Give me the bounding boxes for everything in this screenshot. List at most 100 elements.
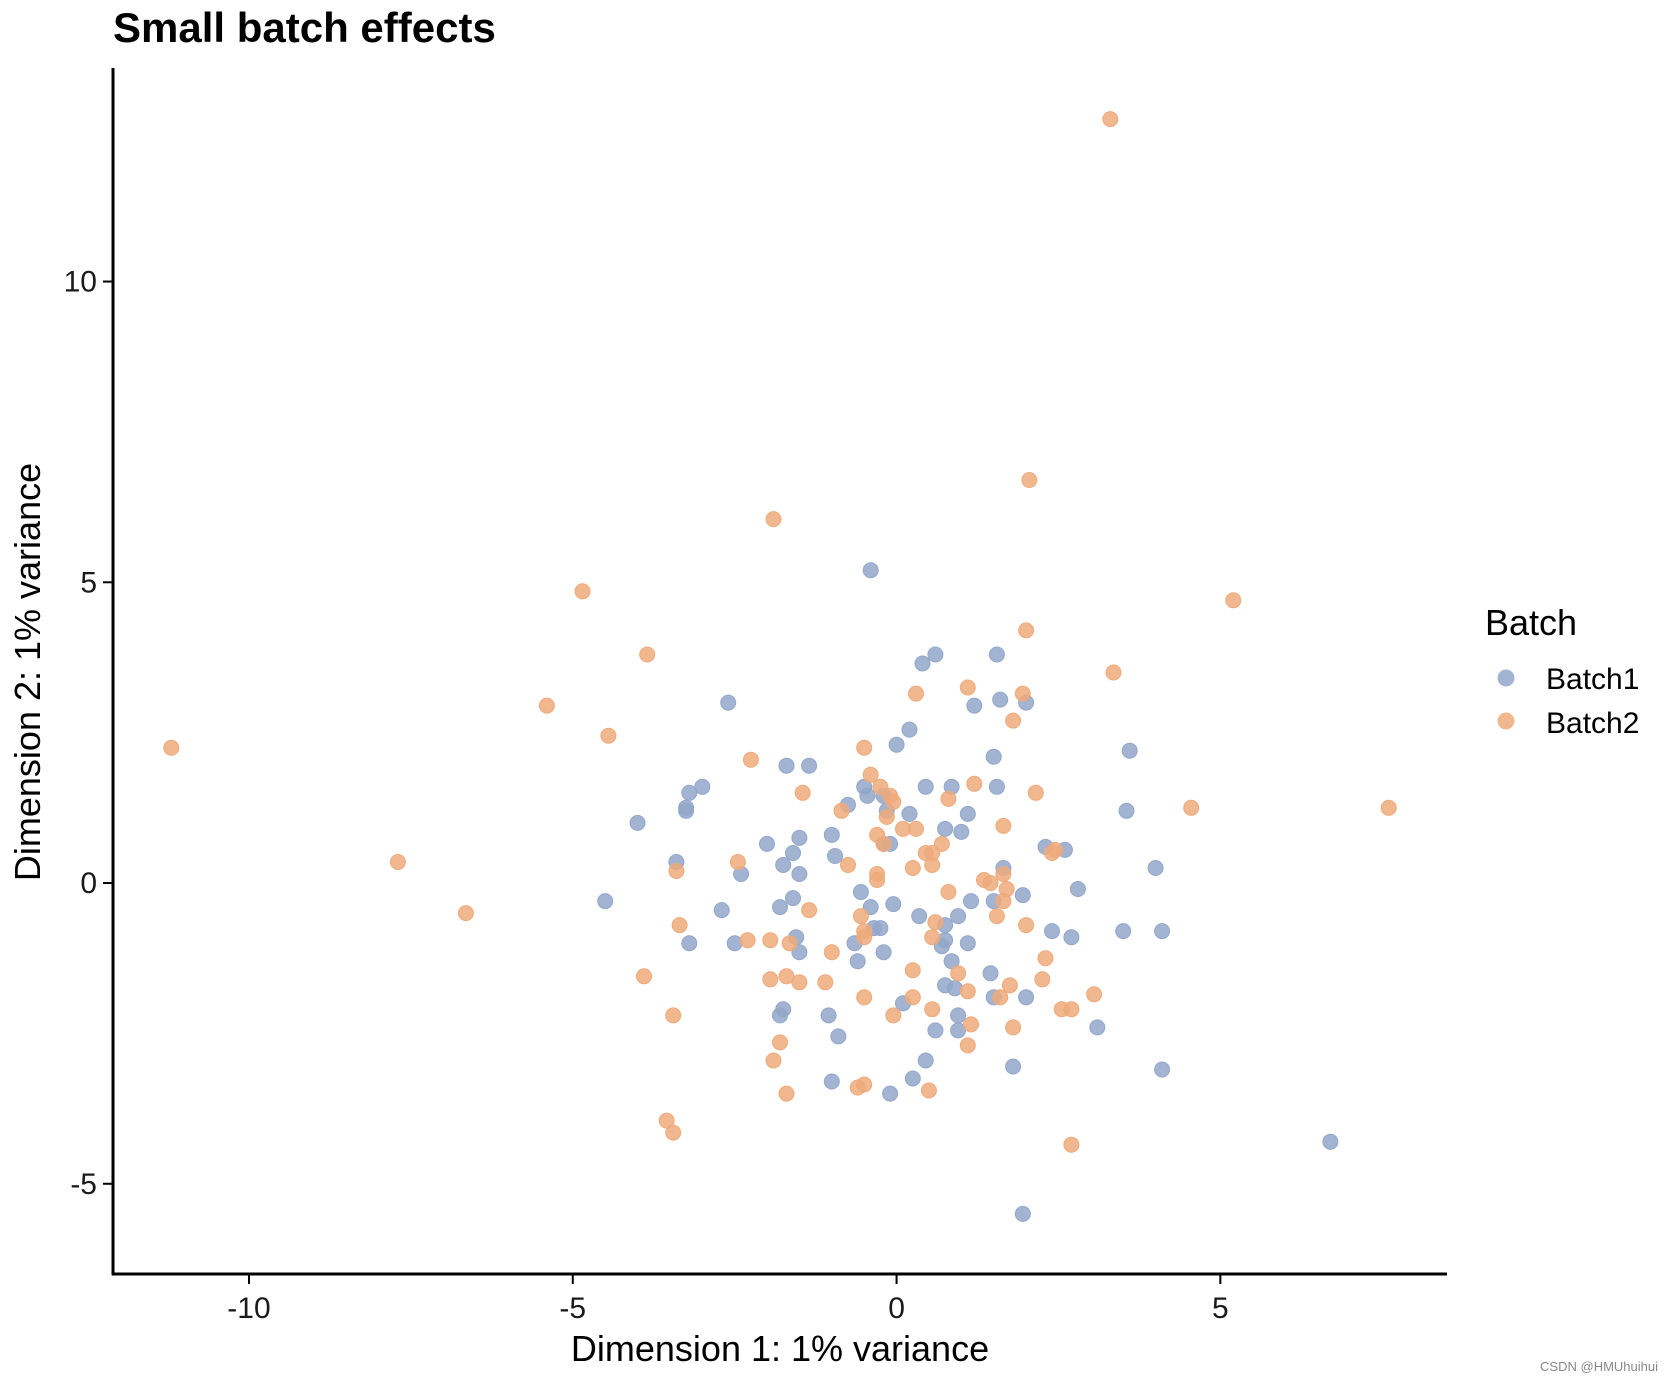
point-batch2-42 bbox=[904, 860, 921, 876]
point-batch2-76 bbox=[1001, 977, 1018, 994]
point-batch2-90 bbox=[959, 1037, 976, 1054]
point-batch1-36 bbox=[946, 980, 963, 997]
point-batch1-14 bbox=[778, 757, 795, 774]
point-batch1-58 bbox=[1089, 1019, 1106, 1036]
point-batch1-49 bbox=[1014, 887, 1031, 904]
legend-title: Batch bbox=[1485, 602, 1577, 643]
point-batch1-16 bbox=[791, 829, 808, 846]
point-batch2-57 bbox=[988, 908, 1005, 925]
legend: Batch Batch1 Batch2 bbox=[1485, 602, 1639, 740]
point-batch1-43 bbox=[959, 935, 976, 952]
point-batch2-29 bbox=[995, 817, 1012, 834]
point-batch2-39 bbox=[389, 854, 406, 870]
legend-label-batch1: Batch1 bbox=[1546, 663, 1639, 696]
point-batch2-84 bbox=[665, 1007, 682, 1024]
point-batch1-54 bbox=[1063, 929, 1080, 946]
point-batch2-64 bbox=[781, 935, 798, 952]
point-batch2-97 bbox=[665, 1124, 682, 1141]
point-batch1-3 bbox=[681, 784, 698, 801]
point-batch2-62 bbox=[739, 932, 756, 949]
point-batch1-86 bbox=[823, 826, 840, 843]
point-batch1-87 bbox=[827, 848, 843, 864]
point-batch1-63 bbox=[1154, 923, 1171, 940]
x-axis-ticks: -10 -5 0 5 bbox=[227, 1274, 1229, 1325]
point-batch2-12 bbox=[1005, 712, 1022, 729]
point-batch1-26 bbox=[820, 1007, 837, 1024]
x-axis-title: Dimension 1: 1% variance bbox=[571, 1328, 989, 1369]
point-batch1-52 bbox=[1014, 1205, 1031, 1222]
point-batch1-68 bbox=[937, 820, 954, 837]
point-batch2-7 bbox=[1105, 664, 1122, 681]
point-batch2-33 bbox=[875, 835, 892, 852]
point-batch2-93 bbox=[856, 1076, 873, 1093]
point-batch2-13 bbox=[600, 727, 617, 744]
point-batch2-6 bbox=[639, 646, 656, 663]
point-batch1-67 bbox=[959, 805, 976, 822]
point-batch2-44 bbox=[668, 863, 685, 879]
point-batch1-96 bbox=[849, 953, 866, 970]
point-batch1-97 bbox=[875, 944, 892, 961]
point-batch1-75 bbox=[966, 697, 983, 714]
point-batch1-64 bbox=[1154, 1061, 1171, 1078]
legend-marker-batch1 bbox=[1497, 669, 1515, 687]
point-batch2-10 bbox=[1014, 685, 1031, 702]
watermark: CSDN @HMUhuihui bbox=[1540, 1359, 1658, 1374]
point-batch1-30 bbox=[904, 1070, 921, 1087]
point-batch2-31 bbox=[908, 820, 924, 837]
point-batch1-59 bbox=[1115, 923, 1132, 940]
point-batch2-19 bbox=[1027, 784, 1044, 801]
point-batch2-24 bbox=[940, 790, 957, 807]
point-batch1-41 bbox=[911, 908, 928, 925]
point-batch2-63 bbox=[762, 932, 779, 949]
point-batch1-44 bbox=[963, 893, 979, 910]
point-batch1-10 bbox=[713, 902, 730, 919]
point-batch2-83 bbox=[885, 1007, 902, 1024]
point-batch1-78 bbox=[914, 655, 931, 672]
point-batch2-89 bbox=[772, 1034, 788, 1051]
point-batch2-28 bbox=[1183, 799, 1200, 816]
point-batch1-61 bbox=[1121, 742, 1138, 759]
chart-title: Small batch effects bbox=[113, 4, 496, 51]
point-batch2-23 bbox=[885, 793, 902, 810]
point-batch2-1 bbox=[1021, 472, 1038, 488]
point-batch2-61 bbox=[1018, 917, 1035, 934]
point-batch2-20 bbox=[794, 784, 811, 801]
point-batch1-32 bbox=[927, 1022, 944, 1039]
point-batch2-34 bbox=[933, 835, 950, 852]
point-batch2-52 bbox=[995, 893, 1012, 910]
point-batch1-18 bbox=[775, 857, 792, 873]
y-tick-label: 5 bbox=[80, 566, 97, 599]
point-batch1-72 bbox=[985, 748, 1002, 765]
point-batch2-68 bbox=[636, 968, 652, 985]
point-batch1-20 bbox=[785, 890, 801, 907]
point-batch2-54 bbox=[801, 902, 818, 919]
point-batch2-38 bbox=[1047, 841, 1064, 858]
point-batch2-65 bbox=[924, 929, 941, 946]
point-batch1-73 bbox=[888, 736, 905, 753]
point-batch1-0 bbox=[862, 562, 879, 579]
point-batch2-47 bbox=[995, 866, 1012, 882]
point-batch2-11 bbox=[538, 697, 555, 714]
point-batch1-1 bbox=[720, 694, 737, 711]
point-batch2-86 bbox=[1063, 1001, 1080, 1018]
point-batch1-51 bbox=[1005, 1058, 1022, 1075]
point-batch2-17 bbox=[862, 766, 879, 783]
point-batch1-45 bbox=[982, 965, 999, 982]
point-batch1-93 bbox=[885, 896, 902, 913]
point-batch1-70 bbox=[917, 778, 934, 795]
point-batch1-79 bbox=[927, 646, 944, 663]
x-tick-label: 0 bbox=[888, 1292, 905, 1325]
point-batch1-29 bbox=[882, 1085, 899, 1102]
point-batch1-6 bbox=[629, 814, 646, 831]
data-points bbox=[163, 111, 1397, 1222]
point-batch2-43 bbox=[924, 857, 941, 873]
point-batch2-51 bbox=[940, 884, 957, 900]
point-batch2-55 bbox=[852, 908, 869, 925]
point-batch2-16 bbox=[742, 751, 759, 768]
point-batch2-27 bbox=[1380, 799, 1397, 816]
point-batch2-14 bbox=[163, 739, 180, 756]
point-batch2-26 bbox=[878, 808, 895, 825]
point-batch1-25 bbox=[772, 1007, 788, 1024]
point-batch2-77 bbox=[992, 989, 1009, 1006]
